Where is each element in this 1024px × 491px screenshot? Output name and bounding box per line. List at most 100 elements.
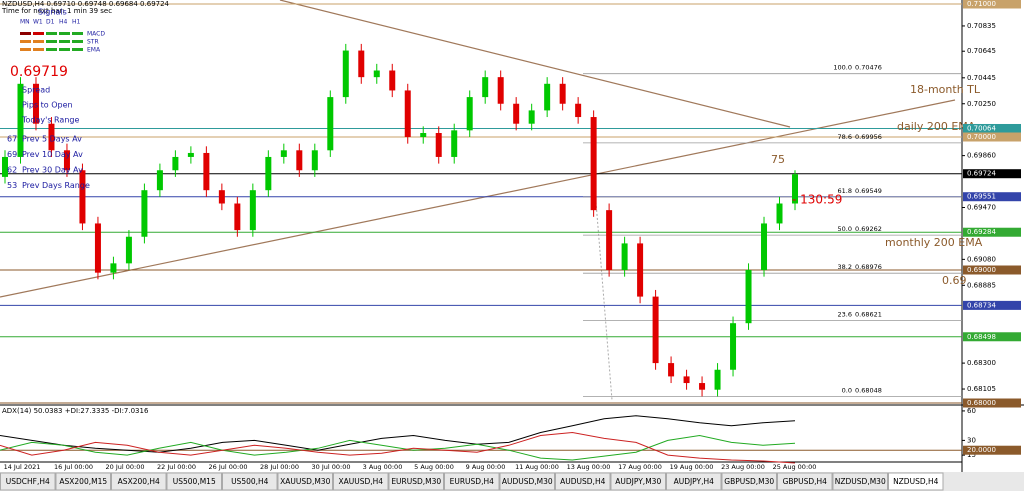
level-label: 0.71000 bbox=[967, 0, 996, 8]
annotation: 18-month TL bbox=[910, 83, 981, 96]
annotation: daily 200 EMA bbox=[897, 120, 976, 133]
level-label: 0.70000 bbox=[967, 133, 996, 141]
level-label: 0.69284 bbox=[967, 228, 996, 236]
level-label: 0.68734 bbox=[967, 301, 996, 309]
candle-body bbox=[311, 150, 318, 171]
y-tick-label: 0.70250 bbox=[967, 100, 996, 108]
tab[interactable] bbox=[166, 472, 222, 491]
signal-indicator: EMA bbox=[87, 47, 101, 54]
signal-cell bbox=[59, 48, 70, 51]
tab-label[interactable]: XAUUSD,M30 bbox=[280, 477, 330, 486]
x-tick-label: 23 Aug 00:00 bbox=[721, 463, 765, 471]
signal-cell bbox=[33, 40, 44, 43]
y-tick-label: 0.68105 bbox=[967, 385, 996, 393]
fib-price: 0.68976 bbox=[855, 263, 882, 271]
signal-cell bbox=[46, 32, 57, 35]
x-tick-label: 16 Jul 00:00 bbox=[54, 463, 93, 471]
signal-cell bbox=[72, 40, 83, 43]
tab[interactable] bbox=[277, 472, 333, 491]
info-label: Prev Days Range bbox=[22, 181, 90, 190]
tab-label[interactable]: US500,M15 bbox=[173, 477, 216, 486]
candle-body bbox=[761, 223, 768, 270]
candle-body bbox=[2, 156, 8, 177]
fib-price: 0.69956 bbox=[855, 133, 882, 141]
tab[interactable] bbox=[555, 472, 611, 491]
tab[interactable] bbox=[55, 472, 111, 491]
tab-label[interactable]: AUDUSD,M30 bbox=[502, 477, 553, 486]
y-tick-label: 0.68885 bbox=[967, 281, 996, 289]
info-label: Spread bbox=[22, 86, 50, 95]
candle-body bbox=[435, 133, 442, 157]
candle-body bbox=[249, 190, 256, 231]
tab-label[interactable]: US500,H4 bbox=[231, 477, 269, 486]
tab[interactable] bbox=[721, 472, 777, 491]
x-tick-label: 9 Aug 00:00 bbox=[466, 463, 506, 471]
candle-body bbox=[110, 263, 117, 273]
x-tick-label: 28 Jul 00:00 bbox=[260, 463, 299, 471]
tab-label[interactable]: ASX200,H4 bbox=[118, 477, 160, 486]
tab-label[interactable]: NZDUSD,H4 bbox=[893, 477, 939, 486]
tab[interactable] bbox=[499, 472, 555, 491]
fib-level: 23.6 bbox=[838, 310, 852, 318]
tab[interactable] bbox=[610, 472, 666, 491]
tab-label[interactable]: USDCHF,H4 bbox=[6, 477, 50, 486]
tab-label[interactable]: AUDJPY,M30 bbox=[615, 477, 661, 486]
level-box bbox=[963, 398, 1021, 408]
tab-label[interactable]: AUDUSD,H4 bbox=[560, 477, 605, 486]
candle-body bbox=[172, 156, 179, 171]
tab-label[interactable]: GBPUSD,M30 bbox=[724, 477, 774, 486]
info-value: 62 bbox=[7, 166, 17, 175]
tab-label[interactable]: AUDJPY,H4 bbox=[674, 477, 715, 486]
x-tick-label: 26 Jul 00:00 bbox=[209, 463, 248, 471]
level-box bbox=[963, 169, 1021, 179]
signal-timeframe: W1 bbox=[33, 19, 43, 26]
tab[interactable] bbox=[0, 472, 56, 491]
level-box bbox=[963, 445, 1021, 455]
candle-body bbox=[513, 103, 520, 124]
candle-body bbox=[745, 270, 752, 324]
live-price: 0.69719 bbox=[10, 64, 68, 80]
candle-body bbox=[683, 376, 690, 384]
fib-level: 50.0 bbox=[838, 225, 852, 233]
tab[interactable] bbox=[111, 472, 167, 491]
tab[interactable] bbox=[666, 472, 722, 491]
tab-label[interactable]: XAUUSD,H4 bbox=[338, 477, 383, 486]
candle-body bbox=[652, 296, 659, 364]
annotation: monthly 200 EMA bbox=[885, 236, 983, 249]
candle-body bbox=[234, 203, 241, 231]
tab[interactable] bbox=[388, 472, 444, 491]
signal-cell bbox=[59, 40, 70, 43]
candle-body bbox=[187, 152, 194, 157]
signal-cell bbox=[33, 48, 44, 51]
tab-label[interactable]: GBPUSD,H4 bbox=[783, 477, 828, 486]
tab-label[interactable]: EURUSD,H4 bbox=[450, 477, 494, 486]
y-tick-label: 0.69470 bbox=[967, 203, 996, 211]
signal-timeframe: H4 bbox=[59, 19, 68, 26]
y-tick-label: 0.68300 bbox=[967, 359, 996, 367]
candle-body bbox=[559, 83, 566, 104]
candle-body bbox=[621, 243, 628, 270]
candle-body bbox=[668, 363, 675, 377]
tab-label[interactable]: NZDUSD,M30 bbox=[835, 477, 886, 486]
tab[interactable] bbox=[888, 472, 944, 491]
tab[interactable] bbox=[777, 472, 833, 491]
annotation: 0.69 bbox=[942, 274, 967, 287]
signals-title: Signals bbox=[38, 8, 67, 17]
signal-cell bbox=[46, 48, 57, 51]
fib-price: 0.69549 bbox=[855, 187, 882, 195]
level-box bbox=[963, 265, 1021, 275]
countdown: - 130:59 bbox=[792, 193, 842, 207]
candle-body bbox=[451, 130, 458, 157]
tab[interactable] bbox=[444, 472, 500, 491]
candle-body bbox=[699, 383, 706, 390]
tab[interactable] bbox=[222, 472, 278, 491]
tab-label[interactable]: ASX200,M15 bbox=[59, 477, 107, 486]
info-value: 69 bbox=[7, 150, 17, 159]
annotation: 75 bbox=[771, 153, 785, 166]
signal-cell bbox=[20, 40, 31, 43]
tab[interactable] bbox=[832, 472, 888, 491]
tab-label[interactable]: EURUSD,M30 bbox=[391, 477, 441, 486]
candle-body bbox=[544, 83, 551, 111]
tab[interactable] bbox=[333, 472, 389, 491]
indicator-tick-label: 60 bbox=[967, 407, 976, 415]
